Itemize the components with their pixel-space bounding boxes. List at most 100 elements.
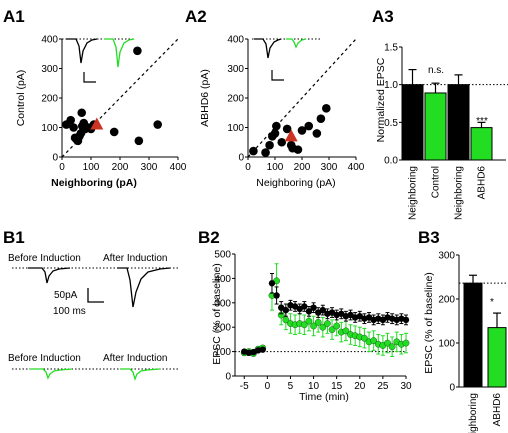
- panel-label-a1: A1: [3, 7, 25, 26]
- b1-before-label-1: Before Induction: [8, 253, 81, 264]
- panel-label-b3: B3: [418, 228, 440, 247]
- a3-y-label: Normalized EPSC: [375, 57, 387, 142]
- a3-category-label: ABHD6: [477, 166, 488, 200]
- a2-data-point: [304, 121, 314, 131]
- b2-x-tick-label: -5: [240, 381, 249, 392]
- b2-x-tick-label: 15: [331, 381, 343, 392]
- a1-y-tick-label: 400: [41, 35, 58, 46]
- b3-significance-label: *: [490, 297, 494, 308]
- panel-b3: 0 100 200 300 Neighboring ABHD6 * EPSC (% of b…: [423, 251, 508, 433]
- b2-y-tick-label: 0: [225, 372, 231, 383]
- a2-data-point: [249, 146, 258, 156]
- b1-control-trace-after: [117, 267, 171, 308]
- a1-x-tick-label: 0: [59, 162, 65, 173]
- b2-data-point: [310, 304, 317, 311]
- a2-y-tick-label: 300: [227, 64, 244, 75]
- a2-data-point: [297, 126, 307, 135]
- a2-y-label: ABHD6 (pA): [199, 69, 211, 127]
- a2-y-tick-label: 400: [227, 35, 244, 46]
- a3-category-label: Neighboring: [454, 166, 465, 220]
- a1-data-point: [66, 115, 75, 125]
- b1-after-label-1: After Induction: [103, 253, 167, 264]
- a2-mean-marker: [284, 129, 298, 142]
- a3-bar: [424, 92, 447, 161]
- b3-y-label: EPSC (% of baseline): [423, 272, 435, 374]
- a1-data-point: [134, 136, 144, 146]
- a1-data-point: [109, 127, 119, 137]
- b2-y-label: EPSC (% of baseline): [211, 263, 223, 365]
- panel-b1: Before Induction After Induction 50pA 10…: [8, 253, 180, 382]
- panel-label-a2: A2: [185, 7, 207, 26]
- b2-x-tick-label: 10: [308, 381, 320, 392]
- a2-data-point: [272, 121, 281, 131]
- b2-data-point: [268, 280, 276, 287]
- b2-data-point: [402, 339, 410, 347]
- b2-data-point: [273, 292, 280, 299]
- a1-y-tick-label: 200: [41, 94, 58, 105]
- a2-data-point: [277, 137, 287, 147]
- b2-y-tick-label: 300: [214, 298, 231, 309]
- a3-y-tick-label: 1.0: [384, 80, 398, 91]
- b1-scale-bar: [87, 288, 104, 303]
- a2-axes: 0 100 200 300 400 0 100 200 300 400: [227, 35, 364, 174]
- b1-abhd6-trace-after: [120, 368, 161, 382]
- a1-x-label: Neighboring (pA): [51, 177, 137, 189]
- b2-data-point: [259, 346, 266, 353]
- b2-x-label: Time (min): [299, 391, 349, 403]
- a1-trace-inset: [62, 38, 135, 83]
- a2-data-point: [261, 148, 270, 157]
- a2-y-tick-label: 100: [227, 123, 244, 134]
- a1-data-point: [133, 46, 142, 56]
- a3-category-label: Neighboring: [408, 166, 419, 220]
- b1-before-label-2: Before Induction: [8, 353, 81, 364]
- b2-data-point: [310, 322, 317, 330]
- b2-y-tick-label: 200: [214, 323, 231, 334]
- b1-scale-pa: 50pA: [54, 290, 78, 301]
- b2-y-tick-label: 100: [214, 347, 231, 358]
- b2-data-point: [319, 306, 327, 314]
- a2-x-tick-label: 0: [245, 162, 251, 173]
- a3-y-tick-label: 0.0: [384, 156, 398, 167]
- b1-scale-ms: 100 ms: [53, 306, 86, 317]
- panel-a3: 0.0 0.5 1.0 1.5 Neighboring Control Neighborin…: [375, 43, 508, 220]
- a1-y-label: Control (pA): [15, 70, 27, 127]
- b2-data-point: [300, 321, 308, 329]
- b2-data-point: [342, 327, 350, 335]
- a1-x-tick-label: 200: [112, 162, 129, 173]
- b2-data-point: [282, 306, 290, 314]
- a3-y-tick-label: 1.5: [384, 43, 398, 54]
- b1-abhd6-trace-before: [30, 368, 73, 380]
- b2-data-point: [402, 316, 410, 324]
- a1-data-point: [153, 120, 162, 129]
- a3-significance-label: ***: [476, 116, 488, 127]
- b2-y-tick-label: 500: [214, 250, 231, 261]
- b2-data-point: [314, 318, 322, 326]
- a2-scale-bar: [271, 70, 284, 81]
- b2-data-point: [370, 337, 377, 344]
- b3-y-tick-label: 300: [438, 251, 455, 262]
- a2-x-tick-label: 200: [294, 162, 311, 173]
- a3-y-tick-label: 0.5: [384, 118, 398, 129]
- a2-x-label: Neighboring (pA): [256, 177, 335, 189]
- a2-x-tick-label: 100: [267, 162, 284, 173]
- b2-data-point: [319, 323, 327, 331]
- b2-x-tick-label: 5: [288, 381, 294, 392]
- a2-data-point: [282, 124, 292, 134]
- panel-label-a3: A3: [372, 7, 394, 26]
- b1-control-trace-before: [28, 267, 71, 284]
- b2-x-tick-label: 0: [265, 381, 271, 392]
- b3-category-label: ABHD6: [492, 393, 503, 427]
- b2-data-point: [324, 320, 331, 327]
- b2-x-tick-label: 25: [377, 381, 389, 392]
- b2-x-tick-label: 30: [400, 381, 412, 392]
- b3-axes: 0 100 200 300 Neighboring ABHD6 *: [438, 251, 508, 433]
- panel-a2: 0 100 200 300 400 0 100 200 300 400 Neighboring (…: [199, 35, 365, 190]
- a3-bar: [447, 84, 470, 161]
- a2-data-point: [270, 129, 280, 138]
- b3-category-label: Neighboring: [468, 393, 479, 433]
- a1-mean-marker: [90, 117, 104, 130]
- a1-data-point: [77, 108, 87, 118]
- b2-y-tick-label: 400: [214, 274, 231, 285]
